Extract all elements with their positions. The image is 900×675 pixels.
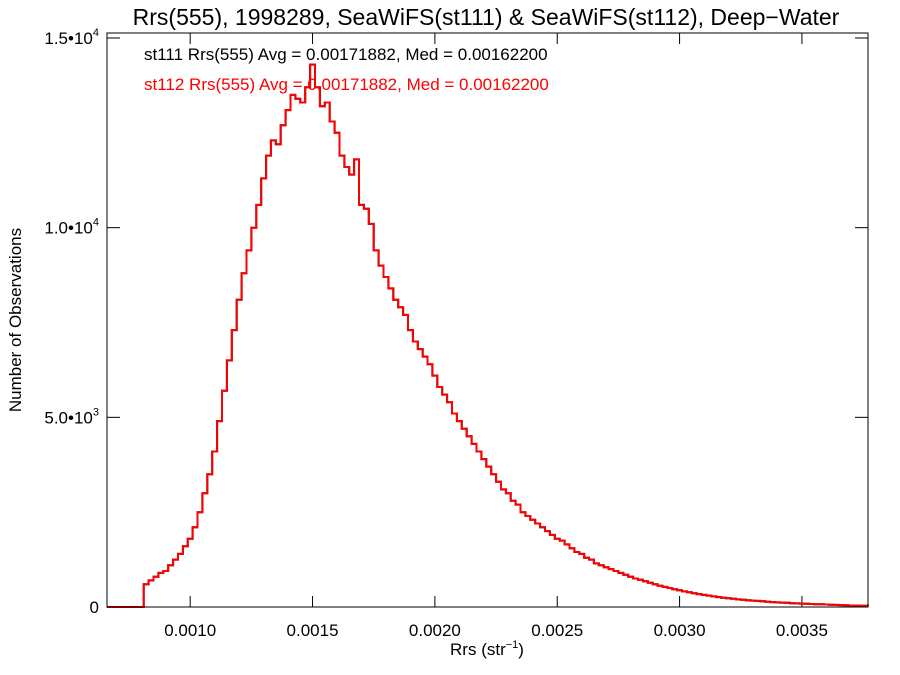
x-axis-label-main: Rrs (str <box>450 640 506 659</box>
plot-frame <box>106 32 869 608</box>
chart-title: Rrs(555), 1998289, SeaWiFS(st111) & SeaW… <box>133 4 840 30</box>
series-st111-line <box>107 63 869 608</box>
series-layer <box>107 63 869 608</box>
x-axis-label: Rrs (str−1) <box>450 639 524 659</box>
y-tick-label-exponent: 4 <box>93 217 99 229</box>
legend-entry-st111: st111 Rrs(555) Avg = 0.00171882, Med = 0… <box>144 45 548 64</box>
x-tick-label: 0.0015 <box>287 621 339 640</box>
y-tick-label-base: 0 <box>90 598 99 617</box>
y-tick-label-exponent: 4 <box>93 27 99 39</box>
y-tick-label: 5.0•103 <box>44 406 99 427</box>
x-tick-label: 0.0020 <box>409 621 461 640</box>
y-tick-label: 1.0•104 <box>44 217 99 238</box>
x-tick-label: 0.0035 <box>776 621 828 640</box>
x-axis-label-end: ) <box>518 640 524 659</box>
x-tick-label: 0.0025 <box>531 621 583 640</box>
legend-entry-st112: st112 Rrs(555) Avg = 0.00171882, Med = 0… <box>144 75 549 94</box>
y-tick-label-base: 1.5•10 <box>44 29 93 48</box>
x-tick-label: 0.0010 <box>164 621 216 640</box>
y-tick-label: 1.5•104 <box>44 27 99 48</box>
x-axis-ticks: 0.0010 0.0015 0.0020 0.0025 0.0030 0.0035 <box>164 33 828 640</box>
legend: st111 Rrs(555) Avg = 0.00171882, Med = 0… <box>144 45 549 94</box>
series-st112-line <box>107 63 869 608</box>
y-tick-label: 0 <box>90 598 99 617</box>
y-tick-label-exponent: 3 <box>93 406 99 418</box>
y-tick-label-base: 5.0•10 <box>44 408 93 427</box>
y-tick-label-base: 1.0•10 <box>44 219 93 238</box>
y-axis-label: Number of Observations <box>6 228 25 412</box>
x-tick-label: 0.0030 <box>654 621 706 640</box>
x-axis-label-exponent: −1 <box>506 639 519 651</box>
